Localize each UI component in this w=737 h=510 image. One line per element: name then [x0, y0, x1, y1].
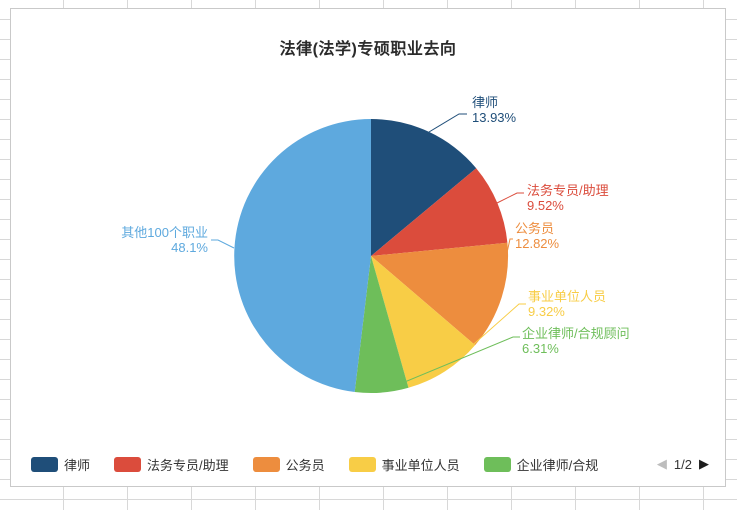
label-leader-line [465, 303, 526, 352]
slice-label: 律师 13.93% [472, 95, 517, 125]
pie-slice[interactable] [354, 256, 409, 393]
label-leader-line [502, 238, 513, 272]
legend-next-icon[interactable]: ▶ [699, 456, 709, 471]
label-leader-line [496, 192, 524, 204]
legend-prev-icon[interactable]: ◀ [656, 456, 667, 471]
legend-page-indicator: 1/2 [673, 456, 692, 472]
legend-item[interactable]: 事业单位人员 [348, 455, 460, 474]
legend-row: 律师 法务专员/助理 公务员 事业单位人员 企业律师/合规 ◀ 1/2 ▶ [31, 454, 709, 474]
legend-item[interactable]: 律师 [31, 455, 90, 474]
legend-label: 事业单位人员 [381, 457, 460, 473]
chart-title: 法律(法学)专硕职业去向 [279, 41, 457, 58]
legend-swatch [483, 456, 511, 472]
legend-swatch [252, 456, 280, 472]
legend-label: 企业律师/合规 [516, 457, 599, 473]
legend-swatch [114, 456, 142, 472]
pie-slices [234, 118, 509, 393]
chart-panel: 律师 13.93% 法务专员/助理 9.52% 公务员 12.82% 事业单位人员 9.32%… [10, 8, 726, 487]
legend-item[interactable]: 企业律师/合规 [483, 455, 599, 474]
pie-leader-lines [211, 113, 526, 392]
pie-slice[interactable] [371, 118, 477, 256]
legend-item[interactable]: 公务员 [252, 455, 325, 474]
pie-slice[interactable] [234, 119, 371, 392]
pie-slice[interactable] [371, 242, 509, 346]
slice-label: 企业律师/合规顾问 6.31% [522, 326, 630, 356]
legend-items: 律师 法务专员/助理 公务员 事业单位人员 企业律师/合规 [31, 455, 598, 474]
slice-label: 其他100个职业 48.1% [121, 225, 208, 255]
pie-chart-svg: 律师 13.93% 法务专员/助理 9.52% 公务员 12.82% 事业单位人员 9.32%… [121, 95, 630, 393]
pie-slice[interactable] [371, 256, 476, 388]
pie-slice[interactable] [371, 168, 508, 256]
legend-item[interactable]: 法务专员/助理 [114, 455, 229, 474]
slice-label: 公务员 12.82% [515, 221, 560, 251]
label-leader-line [428, 113, 467, 133]
legend-swatch [31, 456, 58, 472]
legend-pager: ◀ 1/2 ▶ [657, 456, 709, 472]
legend-label: 公务员 [285, 457, 325, 473]
label-leader-line [211, 239, 235, 249]
legend-swatch [348, 456, 376, 472]
slice-label: 事业单位人员 9.32% [528, 289, 606, 319]
legend-label: 律师 [64, 457, 91, 473]
legend-label: 法务专员/助理 [147, 457, 229, 473]
pie-slice-labels: 律师 13.93% 法务专员/助理 9.52% 公务员 12.82% 事业单位人员 9.32%… [121, 95, 629, 356]
label-leader-line [382, 336, 520, 392]
slice-label: 法务专员/助理 9.52% [527, 183, 609, 213]
